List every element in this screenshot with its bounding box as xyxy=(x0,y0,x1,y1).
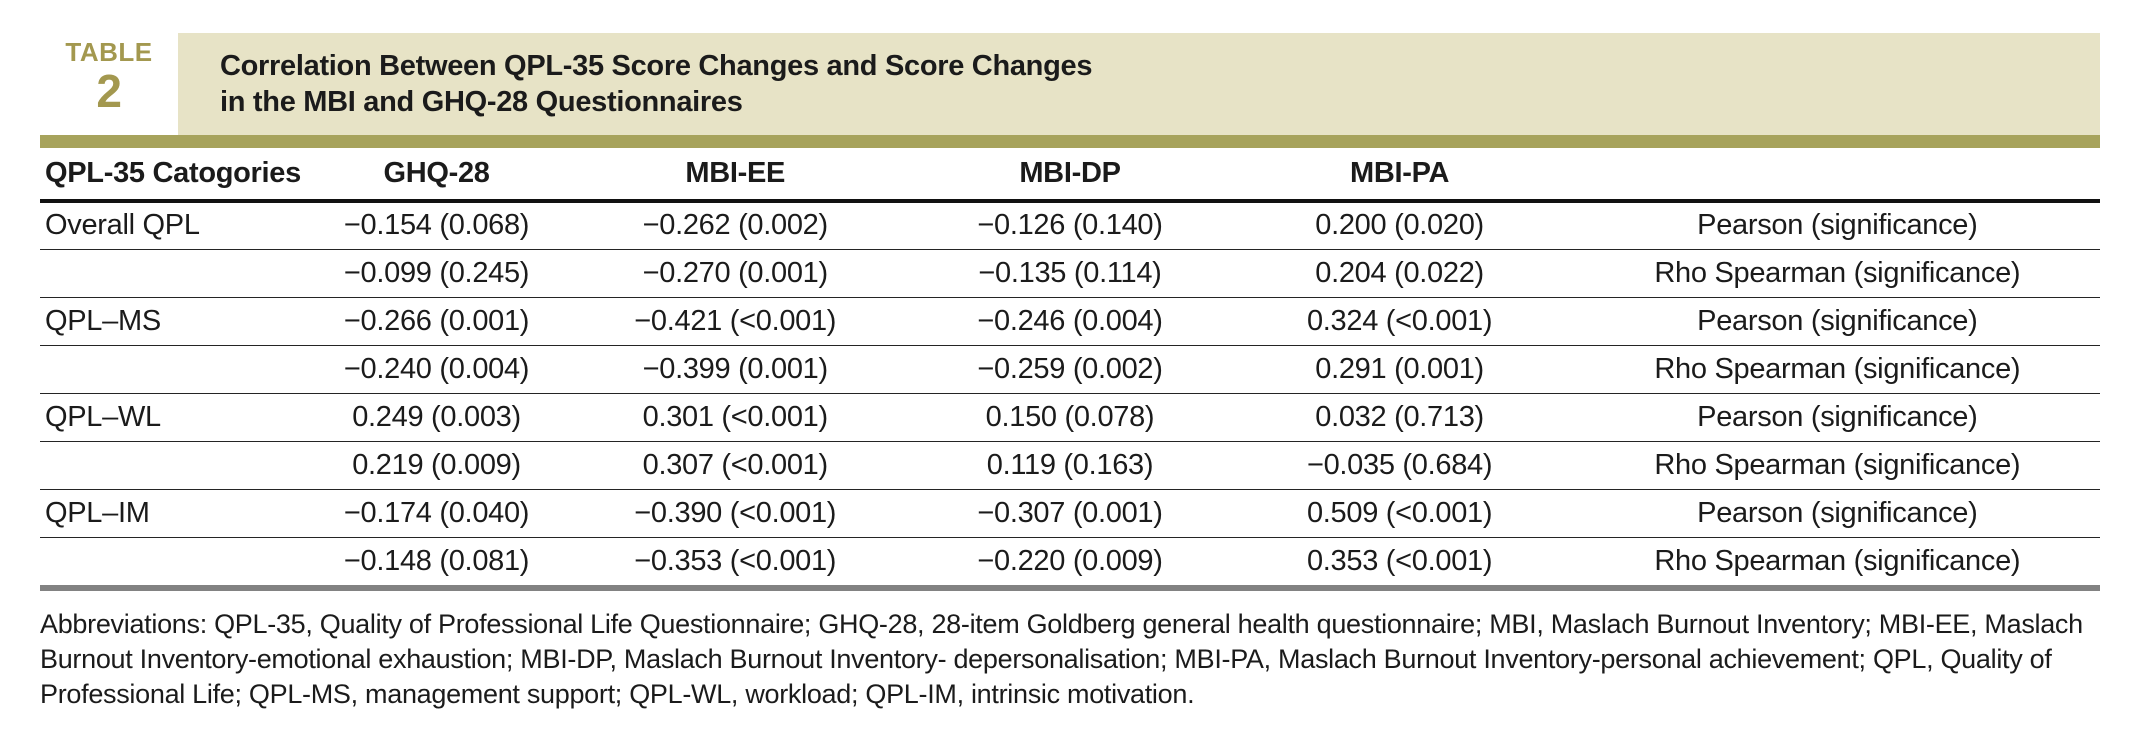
bottom-rule xyxy=(40,585,2100,591)
column-header-mbi-dp: MBI-DP xyxy=(915,148,1225,203)
cell-category xyxy=(40,441,319,490)
cell-ghq28: 0.219 (0.009) xyxy=(318,441,555,490)
table-row: QPL–IM −0.174 (0.040) −0.390 (<0.001) −0… xyxy=(40,489,2100,538)
cell-statistic: Pearson (significance) xyxy=(1574,201,2100,250)
title-banner: Correlation Between QPL-35 Score Changes… xyxy=(178,33,2100,135)
gold-divider-bar xyxy=(40,135,2100,148)
cell-mbi-ee: −0.399 (0.001) xyxy=(554,345,916,394)
cell-mbi-ee: −0.421 (<0.001) xyxy=(554,297,916,346)
column-header-statistic xyxy=(1574,148,2100,203)
cell-mbi-dp: −0.220 (0.009) xyxy=(977,544,1163,577)
cell-category: QPL–WL xyxy=(40,393,319,442)
table-label-word: TABLE xyxy=(65,37,153,67)
cell-mbi-ee: 0.301 (<0.001) xyxy=(554,393,916,442)
cell-statistic: Pearson (significance) xyxy=(1574,489,2100,538)
cell-mbi-dp: −0.135 (0.114) xyxy=(915,249,1225,298)
cell-statistic: Pearson (significance) xyxy=(1574,297,2100,346)
cell-ghq28: −0.240 (0.004) xyxy=(318,345,555,394)
cell-statistic: Rho Spearman (significance) xyxy=(1574,441,2100,490)
cell-mbi-dp: 0.150 (0.078) xyxy=(915,393,1225,442)
table-row: Overall QPL −0.154 (0.068) −0.262 (0.002… xyxy=(40,201,2100,250)
cell-ghq28: −0.266 (0.001) xyxy=(318,297,555,346)
cell-mbi-pa: −0.035 (0.684) xyxy=(1224,441,1575,490)
cell-statistic: Rho Spearman (significance) xyxy=(1654,544,2021,577)
cell-mbi-ee: −0.390 (<0.001) xyxy=(554,489,916,538)
abbreviations-footnote: Abbreviations: QPL-35, Quality of Profes… xyxy=(40,609,2083,709)
cell-mbi-pa: 0.032 (0.713) xyxy=(1224,393,1575,442)
cell-ghq28: −0.099 (0.245) xyxy=(318,249,555,298)
cell-mbi-dp: 0.119 (0.163) xyxy=(915,441,1225,490)
table-title-line1: Correlation Between QPL-35 Score Changes… xyxy=(220,50,1093,82)
table-label-number: 2 xyxy=(96,65,122,117)
table-row: −0.099 (0.245) −0.270 (0.001) −0.135 (0.… xyxy=(40,249,2100,298)
cell-mbi-pa: 0.200 (0.020) xyxy=(1224,201,1575,250)
cell-category xyxy=(40,537,318,585)
table-row: QPL–MS −0.266 (0.001) −0.421 (<0.001) −0… xyxy=(40,297,2100,346)
table-row: −0.148 (0.081) −0.353 (<0.001) −0.220 (0… xyxy=(40,537,2100,585)
table-label: TABLE 2 xyxy=(40,33,178,135)
table-title-line2: in the MBI and GHQ-28 Questionnaires xyxy=(220,86,743,118)
table-row: −0.240 (0.004) −0.399 (0.001) −0.259 (0.… xyxy=(40,345,2100,394)
cell-ghq28: −0.174 (0.040) xyxy=(318,489,555,538)
cell-category: QPL–MS xyxy=(40,297,319,346)
cell-mbi-ee: −0.353 (<0.001) xyxy=(634,544,837,577)
cell-mbi-dp: −0.307 (0.001) xyxy=(915,489,1225,538)
cell-ghq28: −0.154 (0.068) xyxy=(318,201,555,250)
cell-category xyxy=(40,345,319,394)
cell-statistic: Rho Spearman (significance) xyxy=(1574,249,2100,298)
cell-mbi-dp: −0.259 (0.002) xyxy=(915,345,1225,394)
cell-mbi-pa: 0.291 (0.001) xyxy=(1224,345,1575,394)
cell-ghq28: 0.249 (0.003) xyxy=(318,393,555,442)
table-row: 0.219 (0.009) 0.307 (<0.001) 0.119 (0.16… xyxy=(40,441,2100,490)
cell-category: QPL–IM xyxy=(40,489,319,538)
cell-mbi-ee: −0.262 (0.002) xyxy=(554,201,916,250)
cell-mbi-pa: 0.353 (<0.001) xyxy=(1306,544,1493,577)
table-header: TABLE 2 Correlation Between QPL-35 Score… xyxy=(40,33,2100,135)
column-header-row: QPL-35 Catogories GHQ-28 MBI-EE MBI-DP M… xyxy=(40,148,2100,203)
cell-statistic: Pearson (significance) xyxy=(1574,393,2100,442)
cell-mbi-pa: 0.509 (<0.001) xyxy=(1224,489,1575,538)
cell-category xyxy=(40,249,319,298)
cell-mbi-pa: 0.204 (0.022) xyxy=(1224,249,1575,298)
column-header-ghq28: GHQ-28 xyxy=(318,148,555,203)
column-header-mbi-pa: MBI-PA xyxy=(1224,148,1575,203)
table-row: QPL–WL 0.249 (0.003) 0.301 (<0.001) 0.15… xyxy=(40,393,2100,442)
cell-ghq28: −0.148 (0.081) xyxy=(343,544,530,577)
cell-mbi-pa: 0.324 (<0.001) xyxy=(1224,297,1575,346)
cell-category: Overall QPL xyxy=(40,201,319,250)
cell-mbi-dp: −0.126 (0.140) xyxy=(915,201,1225,250)
cell-mbi-ee: 0.307 (<0.001) xyxy=(554,441,916,490)
column-header-qpl35-categories: QPL-35 Catogories xyxy=(40,148,319,203)
cell-statistic: Rho Spearman (significance) xyxy=(1574,345,2100,394)
cell-mbi-ee: −0.270 (0.001) xyxy=(554,249,916,298)
column-header-mbi-ee: MBI-EE xyxy=(554,148,916,203)
correlation-table: QPL-35 Catogories GHQ-28 MBI-EE MBI-DP M… xyxy=(40,148,2100,585)
cell-mbi-dp: −0.246 (0.004) xyxy=(915,297,1225,346)
